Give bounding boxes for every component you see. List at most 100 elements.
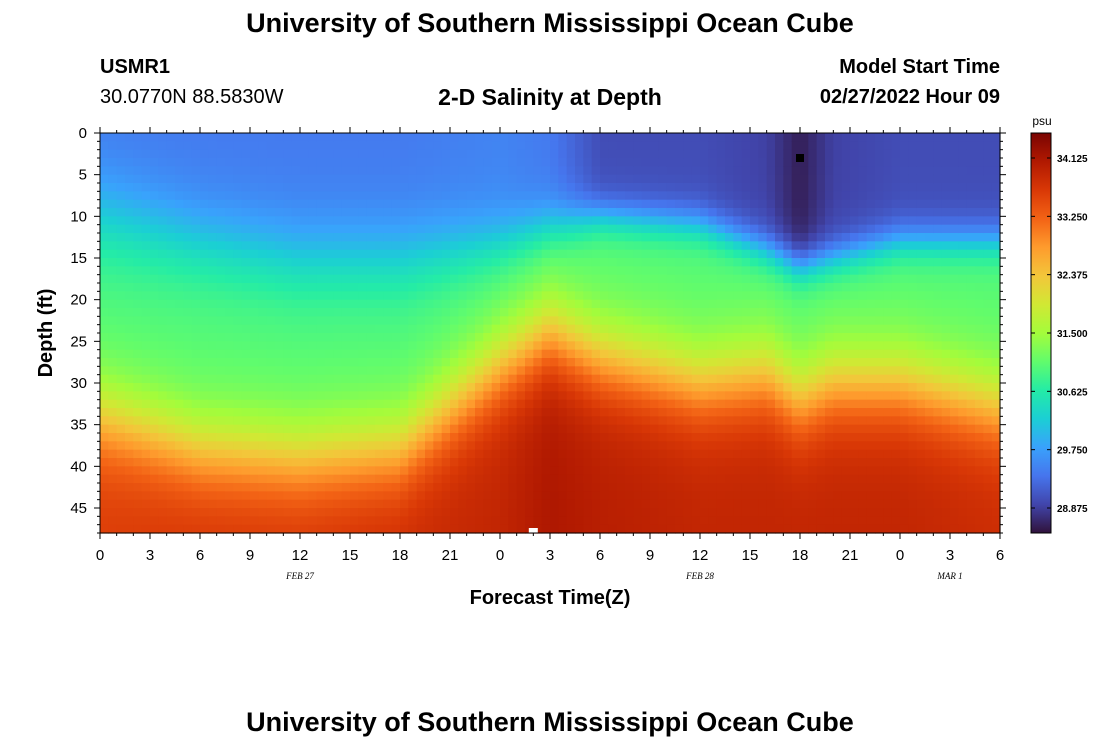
heatmap-cell [225, 391, 234, 401]
heatmap-cell [200, 349, 209, 359]
heatmap-cell [958, 174, 968, 184]
heatmap-cell [858, 483, 868, 492]
heatmap-cell [533, 349, 543, 359]
heatmap-cell [858, 474, 868, 484]
heatmap-cell [375, 224, 384, 234]
heatmap-cell [200, 216, 209, 226]
heatmap-cell [216, 266, 226, 276]
heatmap-cell [666, 399, 676, 409]
heatmap-cell [258, 274, 268, 284]
heatmap-cell [483, 283, 493, 292]
heatmap-cell [166, 374, 176, 384]
heatmap-cell [141, 224, 151, 234]
heatmap-cell [408, 158, 418, 167]
heatmap-cell [916, 499, 926, 509]
heatmap-cell [400, 233, 409, 242]
heatmap-cell [116, 308, 126, 317]
heatmap-cell [883, 316, 893, 326]
heatmap-cell [525, 333, 534, 342]
heatmap-cell [833, 391, 843, 401]
heatmap-cell [150, 449, 159, 459]
heatmap-cell [166, 233, 176, 242]
heatmap-cell [416, 458, 426, 467]
heatmap-cell [708, 233, 718, 242]
heatmap-cell [875, 299, 884, 309]
heatmap-cell [291, 333, 301, 342]
heatmap-cell [533, 274, 543, 284]
heatmap-cell [191, 299, 201, 309]
heatmap-cell [800, 191, 809, 201]
heatmap-cell [925, 366, 934, 376]
heatmap-cell [941, 516, 951, 526]
heatmap-cell [275, 441, 284, 451]
heatmap-cell [825, 333, 834, 342]
heatmap-cell [450, 324, 459, 334]
heatmap-cell [958, 474, 968, 484]
heatmap-cell [358, 374, 368, 384]
heatmap-cell [150, 291, 159, 301]
heatmap-cell [275, 358, 284, 367]
heatmap-cell [700, 508, 709, 517]
heatmap-cell [333, 491, 343, 501]
heatmap-cell [108, 358, 118, 367]
heatmap-cell [341, 524, 351, 534]
heatmap-cell [633, 433, 643, 442]
heatmap-cell [933, 474, 943, 484]
heatmap-cell [366, 491, 376, 501]
heatmap-cell [941, 399, 951, 409]
heatmap-cell [766, 466, 776, 476]
heatmap-cell [891, 191, 901, 201]
heatmap-cell [733, 349, 743, 359]
heatmap-cell [266, 241, 276, 251]
heatmap-cell [225, 258, 234, 267]
heatmap-cell [633, 174, 643, 184]
heatmap-cell [900, 516, 909, 526]
heatmap-cell [508, 491, 518, 501]
heatmap-cell [233, 524, 243, 534]
heatmap-cell [908, 166, 918, 176]
heatmap-cell [433, 416, 443, 426]
heatmap-cell [916, 416, 926, 426]
heatmap-cell [725, 374, 734, 384]
heatmap-cell [566, 466, 576, 476]
heatmap-cell [658, 149, 668, 159]
heatmap-cell [566, 491, 576, 501]
heatmap-cell [575, 524, 584, 534]
heatmap-cell [791, 441, 801, 451]
heatmap-cell [925, 491, 934, 501]
heatmap-cell [625, 391, 634, 401]
heatmap-cell [516, 416, 526, 426]
heatmap-cell [933, 383, 943, 392]
heatmap-cell [266, 508, 276, 517]
heatmap-cell [900, 216, 909, 226]
heatmap-cell [683, 458, 693, 467]
heatmap-cell [541, 274, 551, 284]
heatmap-cell [958, 291, 968, 301]
heatmap-cell [425, 191, 434, 201]
heatmap-cell [833, 308, 843, 317]
heatmap-cell [441, 408, 451, 417]
heatmap-cell [116, 358, 126, 367]
heatmap-cell [241, 474, 251, 484]
heatmap-cell [241, 366, 251, 376]
heatmap-cell [500, 416, 509, 426]
heatmap-cell [341, 358, 351, 367]
heatmap-cell [950, 441, 959, 451]
heatmap-cell [925, 166, 934, 176]
heatmap-cell [491, 224, 501, 234]
heatmap-cell [916, 441, 926, 451]
heatmap-cell [925, 341, 934, 351]
heatmap-cell [750, 249, 759, 259]
heatmap-cell [550, 216, 559, 226]
heatmap-cell [433, 258, 443, 267]
heatmap-cell [308, 374, 318, 384]
heatmap-cell [650, 258, 659, 267]
heatmap-cell [133, 433, 143, 442]
heatmap-cell [283, 266, 293, 276]
heatmap-cell [683, 524, 693, 534]
heatmap-cell [233, 416, 243, 426]
heatmap-cell [950, 433, 959, 442]
heatmap-cell [141, 291, 151, 301]
heatmap-cell [583, 499, 593, 509]
heatmap-cell [641, 191, 651, 201]
